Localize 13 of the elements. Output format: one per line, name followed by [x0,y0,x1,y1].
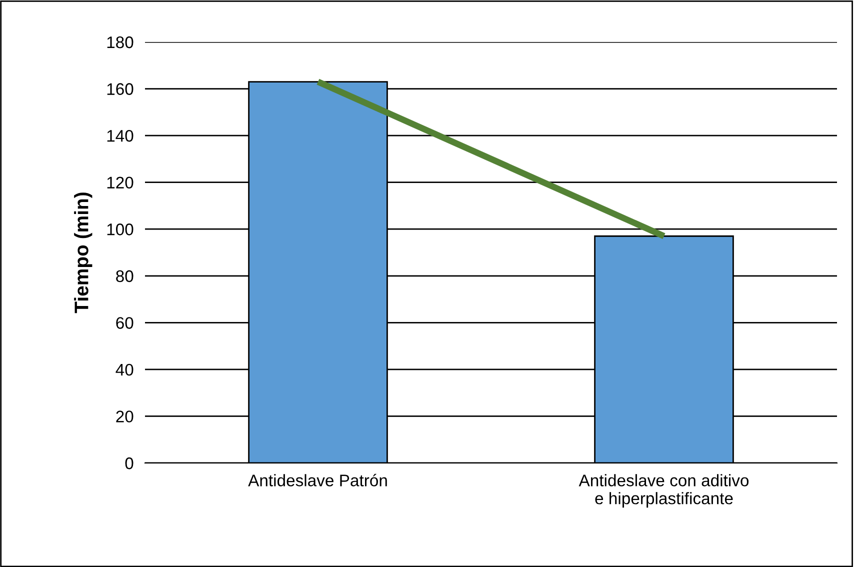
y-tick-label: 180 [107,36,134,48]
y-tick-label: 20 [116,410,134,422]
y-tick-label: 40 [116,364,134,376]
y-tick-label: 120 [107,176,134,189]
y-tick-label: 60 [116,317,134,329]
y-axis-title: Tiempo (min) [74,192,92,314]
y-tick-label: 140 [107,130,134,142]
y-tick-label: 0 [125,457,134,470]
y-tick-label: 80 [116,270,134,282]
x-tick-label: Antideslave con aditivo e hiperplastificante [578,474,749,508]
x-tick-label: Antideslave Patrón [248,474,387,486]
y-tick-label: 160 [107,83,134,95]
y-tick-label: 100 [107,224,134,236]
